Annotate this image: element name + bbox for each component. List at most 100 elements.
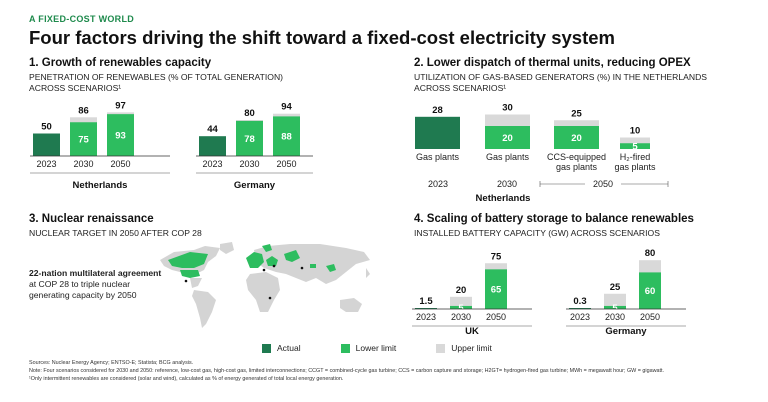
batt-uk-2023-label-actual: 1.5 — [419, 296, 433, 307]
footnote-sources: Sources: Nuclear Energy Agency; ENTSO-E;… — [29, 360, 194, 366]
renew-de-tick-2023: 2023 — [202, 159, 222, 169]
batt-de-group-label: Germany — [605, 326, 647, 337]
batt-de-2050-label-lower: 60 — [645, 286, 656, 297]
renew-de-2050-label-lower: 88 — [281, 132, 292, 143]
renew-de-tick-2050: 2050 — [276, 159, 296, 169]
map-markers — [184, 264, 304, 300]
batt-uk-tick-2050: 2050 — [486, 312, 506, 322]
gas-period-2023: 2023 — [428, 179, 448, 189]
panel3-title: 3. Nuclear renaissance — [29, 213, 154, 225]
renew-nl-group-label: Netherlands — [73, 180, 128, 191]
renew-nl-2023-bar-actual — [33, 133, 60, 156]
renew-nl-tick-2023: 2023 — [36, 159, 56, 169]
batt-de-2023-label-actual: 0.3 — [573, 296, 586, 307]
renew-de-2023-bar-actual — [199, 136, 226, 156]
panel1-subtitle-line2: ACROSS SCENARIOS¹ — [29, 82, 122, 93]
legend: Actual Lower limit Upper limit — [262, 343, 532, 353]
map-land-green — [168, 244, 336, 278]
renew-nl-2050-bar-lower — [107, 114, 134, 156]
gas-group-label: Netherlands — [476, 193, 531, 204]
renew-nl-2030-label-lower: 75 — [78, 135, 89, 146]
gas-category-0-line0: Gas plants — [416, 152, 460, 162]
batt-de-2030-label-upper: 25 — [610, 282, 621, 293]
renew-de-group-label: Germany — [234, 180, 276, 191]
batt-uk-tick-2023: 2023 — [416, 312, 436, 322]
batt-uk-2050-label-lower: 65 — [491, 285, 502, 296]
renew-nl-2023-label-actual: 50 — [41, 122, 52, 133]
panel3-subtitle: NUCLEAR TARGET IN 2050 AFTER COP 28 — [29, 228, 202, 238]
page-title: Four factors driving the shift toward a … — [29, 27, 615, 48]
map-land-grey — [160, 242, 370, 328]
panel1-subtitle-line1: PENETRATION OF RENEWABLES (% OF TOTAL GE… — [29, 72, 284, 82]
panel1-subtitle: PENETRATION OF RENEWABLES (% OF TOTAL GE… — [29, 72, 283, 93]
panel2-subtitle-line2: ACROSS SCENARIOS¹ — [414, 82, 507, 93]
gas-category-3-line1: gas plants — [614, 162, 656, 172]
panel2-subtitle-line1: UTILIZATION OF GAS-BASED GENERATORS (%) … — [414, 72, 708, 82]
batt-de-tick-2023: 2023 — [570, 312, 590, 322]
gas-period-2050: 2050 — [593, 179, 613, 189]
world-map — [160, 242, 370, 328]
batt-uk-2030-label-lower: 5 — [458, 303, 464, 314]
panel4-subtitle: INSTALLED BATTERY CAPACITY (GW) ACROSS S… — [414, 228, 660, 238]
legend-upper-label: Upper limit — [451, 343, 492, 353]
renew-nl-tick-2050: 2050 — [110, 159, 130, 169]
kicker: A FIXED-COST WORLD — [29, 14, 135, 24]
nuclear-callout: 22-nation multilateral agreement at COP … — [29, 268, 169, 301]
batt-uk-2030-label-upper: 20 — [456, 285, 467, 296]
gas-3-label-upper: 10 — [630, 126, 641, 137]
legend-upper: Upper limit — [436, 343, 492, 353]
batt-uk-2050-bar-lower — [485, 269, 507, 309]
batt-uk-tick-2030: 2030 — [451, 312, 471, 322]
footnote-1: ¹Only intermittent renewables are consid… — [29, 376, 344, 382]
batt-uk-group-label: UK — [465, 326, 479, 337]
panel4-title: 4. Scaling of battery storage to balance… — [414, 213, 694, 225]
batt-uk-2023-bar-actual — [415, 308, 437, 309]
batt-de-2030-bar-upper — [604, 293, 626, 309]
gas-category-2-line0: CCS-equipped — [547, 152, 606, 162]
renew-de-2030-bar-lower — [236, 120, 263, 156]
gas-2-label-upper: 25 — [571, 108, 582, 119]
gas-period-2030: 2030 — [497, 179, 517, 189]
panel2-title: 2. Lower dispatch of thermal units, redu… — [414, 57, 691, 69]
renew-de-2050-bar-lower — [273, 116, 300, 156]
renew-de-2030-label-lower: 78 — [244, 134, 255, 145]
legend-upper-swatch — [436, 343, 446, 353]
batt-de-tick-2050: 2050 — [640, 312, 660, 322]
legend-actual: Actual — [262, 343, 301, 353]
callout-bold: 22-nation multilateral agreement — [29, 268, 162, 278]
batt-uk-2030-bar-lower — [450, 305, 472, 309]
gas-2-bar-lower — [554, 126, 599, 149]
batt-de-2023-bar-actual — [569, 308, 591, 309]
renew-de-2023-label-actual: 44 — [207, 124, 218, 135]
legend-actual-label: Actual — [277, 343, 301, 353]
legend-lower-label: Lower limit — [355, 343, 397, 353]
gas-1-label-upper: 30 — [502, 103, 513, 114]
renew-nl-tick-2030: 2030 — [73, 159, 93, 169]
panel1-title: 1. Growth of renewables capacity — [29, 57, 212, 69]
renew-nl-2050-label-upper: 97 — [115, 100, 126, 111]
batt-de-2050-label-upper: 80 — [645, 248, 656, 259]
batt-de-tick-2030: 2030 — [605, 312, 625, 322]
gas-category-2-line1: gas plants — [556, 162, 598, 172]
batt-de-2050-bar-lower — [639, 272, 661, 309]
batt-de-2030-bar-lower — [604, 305, 626, 309]
gas-0-label-actual: 28 — [432, 105, 443, 116]
legend-actual-swatch — [262, 343, 271, 353]
panel2-subtitle: UTILIZATION OF GAS-BASED GENERATORS (%) … — [414, 72, 707, 93]
gas-category-1-line0: Gas plants — [486, 152, 530, 162]
renew-nl-2050-label-lower: 93 — [115, 131, 126, 142]
batt-uk-2050-label-upper: 75 — [491, 251, 502, 262]
gas-0-bar-actual — [415, 116, 460, 149]
footnote-note: Note: Four scenarios considered for 2030… — [29, 368, 664, 374]
renew-de-2050-label-upper: 94 — [281, 102, 292, 113]
gas-1-label-lower: 20 — [502, 133, 513, 144]
callout-rest: at COP 28 to triple nuclear generating c… — [29, 279, 137, 300]
gas-3-label-lower: 5 — [632, 142, 638, 153]
gas-2-label-lower: 20 — [571, 133, 582, 144]
gas-category-3-line0: H₂-fired — [620, 152, 651, 162]
renew-nl-2030-label-upper: 86 — [78, 105, 89, 116]
legend-lower: Lower limit — [340, 343, 397, 353]
renew-de-2030-label-upper: 80 — [244, 108, 255, 119]
legend-lower-swatch — [340, 343, 350, 353]
